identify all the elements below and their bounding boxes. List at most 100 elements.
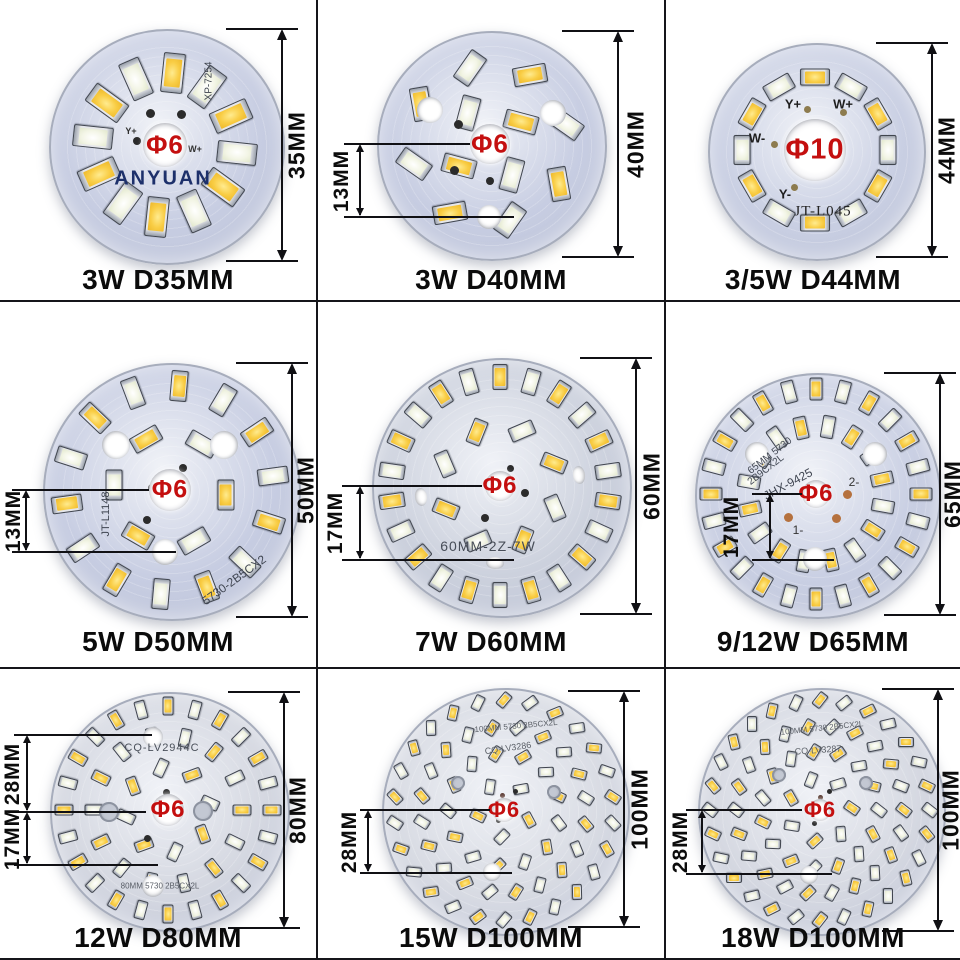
led-chip-warm	[232, 804, 252, 816]
solder-pad	[783, 512, 793, 522]
led-emitter	[517, 66, 543, 85]
arrowhead-icon	[619, 916, 629, 927]
cell-caption: 3W D35MM	[82, 264, 234, 295]
led-emitter	[439, 864, 450, 872]
led-chip-white	[869, 865, 881, 882]
center-diameter-label: Φ6	[803, 797, 837, 822]
dimension-line	[236, 616, 308, 618]
led-emitter	[573, 887, 581, 898]
led-chip-white	[879, 135, 897, 165]
silkscreen-text: CQ-LV2944C	[124, 742, 200, 754]
led-emitter	[600, 766, 613, 776]
led-emitter	[913, 758, 925, 767]
center-hole	[802, 480, 830, 508]
led-chip-white	[764, 839, 781, 850]
arrowhead-icon	[631, 603, 641, 614]
led-emitter	[519, 856, 530, 868]
arrowhead-icon	[277, 250, 287, 261]
led-emitter	[707, 829, 719, 840]
led-emitter	[549, 707, 561, 718]
silkscreen-text: JT-L045	[794, 203, 852, 220]
dimension-line	[568, 926, 640, 928]
dimension-line	[236, 362, 308, 364]
led-emitter	[523, 814, 535, 827]
dimension-line	[359, 146, 361, 215]
led-emitter	[549, 171, 568, 197]
dimension-label: 35MM	[283, 111, 310, 179]
led-emitter	[786, 753, 795, 765]
led-emitter	[136, 903, 147, 918]
silkscreen-text: XP-7254	[203, 61, 215, 101]
led-emitter	[871, 868, 879, 879]
arrowhead-icon	[766, 551, 774, 560]
led-emitter	[445, 156, 472, 176]
led-emitter	[172, 375, 186, 398]
led-emitter	[59, 449, 83, 467]
led-emitter	[466, 852, 479, 862]
center-diameter-label: Φ6	[151, 475, 189, 504]
solder-pad	[176, 109, 186, 119]
led-emitter	[222, 143, 251, 162]
arrowhead-icon	[933, 920, 943, 931]
dimension-line	[884, 372, 956, 374]
dimension-line	[876, 256, 948, 258]
cell-caption: 12W D80MM	[74, 922, 242, 953]
arrowhead-icon	[364, 810, 372, 818]
led-chip-warm	[169, 370, 189, 403]
led-emitter	[60, 831, 75, 842]
cell-3w-d35mm: ANYUAN XP-7254 Y+ W+ Φ6 35MM 3W D35MM	[0, 0, 318, 302]
dimension-label: 60MM	[638, 452, 665, 520]
led-emitter	[822, 419, 834, 436]
led-emitter	[163, 59, 182, 88]
led-emitter	[811, 381, 821, 397]
led-emitter	[425, 888, 437, 897]
center-hole	[492, 798, 516, 822]
led-emitter	[261, 831, 276, 842]
dimension-line	[884, 614, 956, 616]
led-emitter	[885, 890, 892, 901]
led-emitter	[409, 741, 419, 754]
led-emitter	[786, 821, 798, 830]
led-emitter	[571, 723, 583, 732]
dimension-line	[752, 493, 802, 495]
cell-caption: 9/12W D65MM	[716, 626, 910, 657]
solder-pad	[142, 516, 151, 525]
arrowhead-icon	[356, 486, 364, 494]
center-diameter-label: Φ6	[482, 472, 518, 499]
led-emitter	[729, 875, 740, 882]
center-hole	[470, 124, 510, 164]
led-emitter	[508, 112, 535, 132]
led-chip-warm	[585, 741, 603, 754]
center-hole	[152, 794, 184, 826]
led-chip-white	[483, 778, 496, 796]
solder-pad	[804, 106, 812, 114]
led-emitter	[550, 901, 560, 913]
dimension-line	[342, 485, 482, 487]
led-emitter	[544, 454, 565, 472]
led-emitter	[553, 816, 565, 829]
led-emitter	[761, 741, 769, 752]
arrowhead-icon	[935, 373, 945, 384]
led-emitter	[607, 791, 619, 803]
silkscreen-text: Y-	[778, 186, 792, 202]
dimension-line	[931, 45, 933, 255]
cell-7w-d60mm: 60MM-2Z-7W Φ6 60MM 17MM 7W D60MM	[318, 302, 666, 669]
arrowhead-icon	[698, 810, 706, 818]
arrowhead-icon	[23, 812, 31, 820]
led-chip-warm	[699, 487, 723, 501]
led-emitter	[869, 742, 881, 751]
led-emitter	[536, 878, 545, 891]
led-emitter	[442, 745, 450, 756]
solder-pad	[506, 464, 514, 472]
led-emitter	[236, 806, 249, 814]
solder-pad	[771, 140, 779, 148]
cell-5w-d50mm: JT-L1148 5730-2B5CX2 Φ6 50MM 13MM 5W D50MM	[0, 302, 318, 669]
dimension-line	[342, 559, 514, 561]
led-emitter	[154, 582, 168, 605]
solder-pad	[133, 137, 142, 146]
led-emitter	[572, 769, 585, 778]
center-diameter-label: Φ6	[150, 796, 186, 823]
dimension-label: 28MM	[338, 810, 361, 873]
dimension-line	[360, 872, 512, 874]
